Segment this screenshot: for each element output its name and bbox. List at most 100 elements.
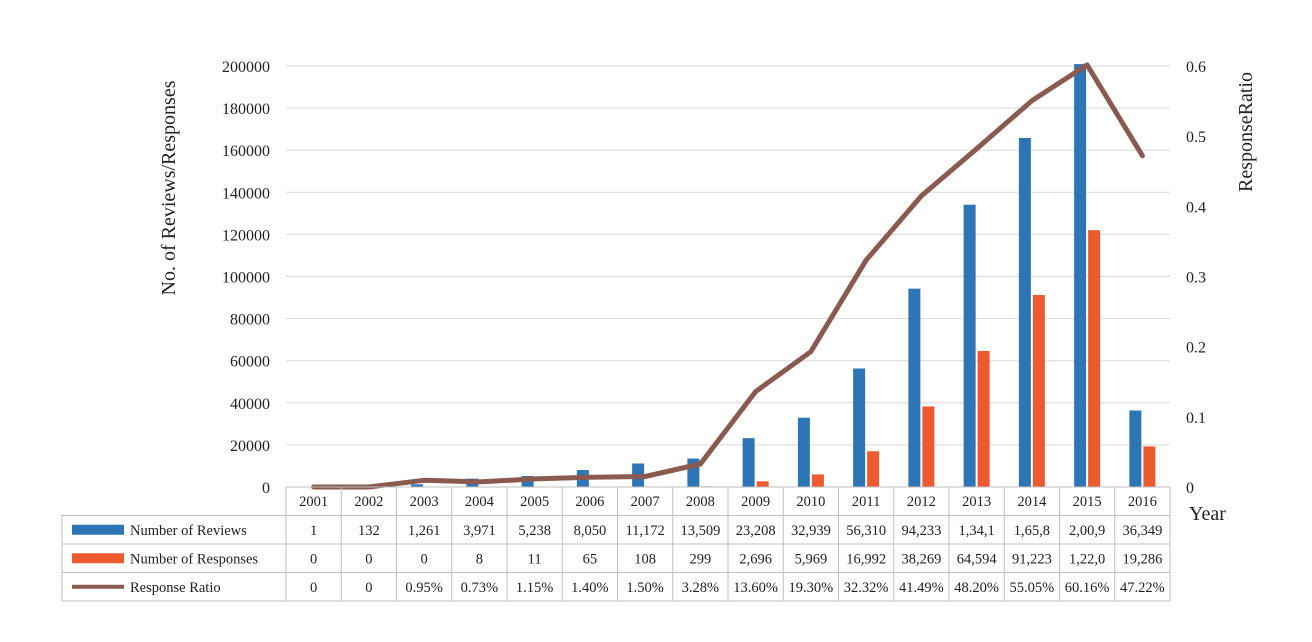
table-cell: 13.60% (733, 580, 778, 596)
table-cell: 23,208 (736, 523, 776, 539)
y-axis-title: No. of Reviews/Responses (158, 80, 180, 295)
table-cell: 19,286 (1122, 551, 1162, 567)
table-cell: 1.50% (626, 580, 663, 596)
bar-reviews (1018, 137, 1031, 487)
table-cell: 38,269 (901, 551, 941, 567)
table-cell: 0 (365, 551, 372, 567)
y-tick-label: 40000 (230, 396, 270, 413)
table-cell: 32.32% (844, 580, 889, 596)
x-tick-label: 2014 (1017, 494, 1047, 510)
y-tick-label: 80000 (230, 312, 270, 329)
y2-axis-title: ResponseRatio (1235, 72, 1257, 192)
table-cell: 0.95% (405, 580, 442, 596)
table-cell: 13,509 (680, 523, 720, 539)
bar-reviews (853, 368, 866, 487)
table-cell: 2,696 (739, 551, 772, 567)
table-cell: 1,22,0 (1069, 551, 1105, 567)
bar-responses (1143, 446, 1156, 487)
x-tick-label: 2011 (852, 494, 880, 510)
y-tick-label: 180000 (222, 101, 270, 118)
table-cell: 65 (583, 551, 598, 567)
bar-reviews (411, 484, 424, 487)
table-cell: 64,594 (957, 551, 998, 567)
table-cell: 41.49% (899, 580, 944, 596)
data-table: 2001 2002 2003 2004 2005 2006 2007 2008 2009 2010… (61, 486, 1171, 602)
axes: 0 20000 40000 60000 80000 100000 120000 140000 1… (222, 59, 1206, 497)
bar-reviews (963, 204, 976, 488)
table-cell: 48.20% (954, 580, 999, 596)
table-cell: 11,172 (625, 523, 664, 539)
table-cell: 56,310 (846, 523, 886, 539)
y-tick-label: 0 (262, 480, 270, 497)
table-cell: 132 (358, 523, 380, 539)
bar-responses (756, 481, 769, 487)
ratio-line-group (311, 62, 1145, 490)
bar-responses (1032, 294, 1045, 487)
table-cell: 91,223 (1012, 551, 1052, 567)
y-tick-label: 20000 (230, 438, 270, 455)
y2-tick-label: 0.3 (1186, 270, 1206, 287)
table-cell: 2,00,9 (1069, 523, 1105, 539)
legend-swatch-responses (72, 553, 124, 564)
bar-responses (922, 406, 935, 487)
table-cell: 1,34,1 (959, 523, 995, 539)
table-cell: 3.28% (682, 580, 719, 596)
table-cell: 36,349 (1122, 523, 1162, 539)
bar-reviews (1074, 64, 1087, 487)
bar-reviews (742, 438, 755, 487)
x-tick-label: 2001 (299, 494, 328, 510)
x-tick-label: 2015 (1073, 494, 1102, 510)
table-cell: 0 (421, 551, 428, 567)
y2-tick-label: 0.1 (1186, 410, 1206, 427)
table-cell: 108 (634, 551, 656, 567)
table-cell: 19.30% (789, 580, 834, 596)
bar-responses (977, 351, 990, 487)
bar-reviews (1129, 410, 1142, 487)
table-cell: 0 (310, 580, 317, 596)
table-cell: 299 (690, 551, 712, 567)
table-cell: 1,65,8 (1014, 523, 1050, 539)
x-tick-label: 2010 (796, 494, 825, 510)
y-tick-label: 160000 (222, 143, 270, 160)
y-tick-label: 200000 (222, 59, 270, 76)
bar-responses (1088, 230, 1101, 487)
x-tick-label: 2006 (575, 494, 604, 510)
x-tick-label: 2009 (741, 494, 770, 510)
table-cell: 1 (310, 523, 317, 539)
bar-responses (811, 474, 824, 487)
legend-label: Number of Responses (130, 551, 258, 567)
y2-tick-label: 0.4 (1186, 199, 1206, 216)
table-cell: 0.73% (461, 580, 498, 596)
y-tick-label: 60000 (230, 354, 270, 371)
table-cell: 1.15% (516, 580, 553, 596)
table-cell: 94,233 (901, 523, 941, 539)
table-cell: 8,050 (574, 523, 607, 539)
y2-tick-label: 0.6 (1186, 59, 1206, 76)
table-cell: 11 (528, 551, 542, 567)
gridlines (286, 65, 1170, 446)
legend-label: Response Ratio (130, 580, 221, 596)
legend-label: Number of Reviews (130, 523, 247, 539)
y2-tick-label: 0 (1186, 480, 1194, 497)
x-tick-label: 2003 (410, 494, 439, 510)
x-tick-label: 2012 (907, 494, 936, 510)
table-cell: 47.22% (1120, 580, 1165, 596)
bar-reviews (797, 417, 810, 487)
table-cell: 1,261 (408, 523, 441, 539)
y-tick-label: 120000 (222, 227, 270, 244)
bar-responses (867, 451, 880, 487)
table-cell: 60.16% (1065, 580, 1110, 596)
table-cell: 0 (365, 580, 372, 596)
x-tick-label: 2007 (631, 494, 660, 510)
x-tick-label: 2004 (465, 494, 495, 510)
y2-tick-label: 0.5 (1186, 129, 1206, 146)
bar-reviews (908, 288, 921, 487)
bars (300, 64, 1156, 488)
table-cell: 5,969 (795, 551, 828, 567)
table-cell: 32,939 (791, 523, 831, 539)
y-tick-label: 140000 (222, 185, 270, 202)
table-cell: 3,971 (463, 523, 496, 539)
ratio-line (311, 62, 1145, 490)
table-cell: 8 (476, 551, 483, 567)
